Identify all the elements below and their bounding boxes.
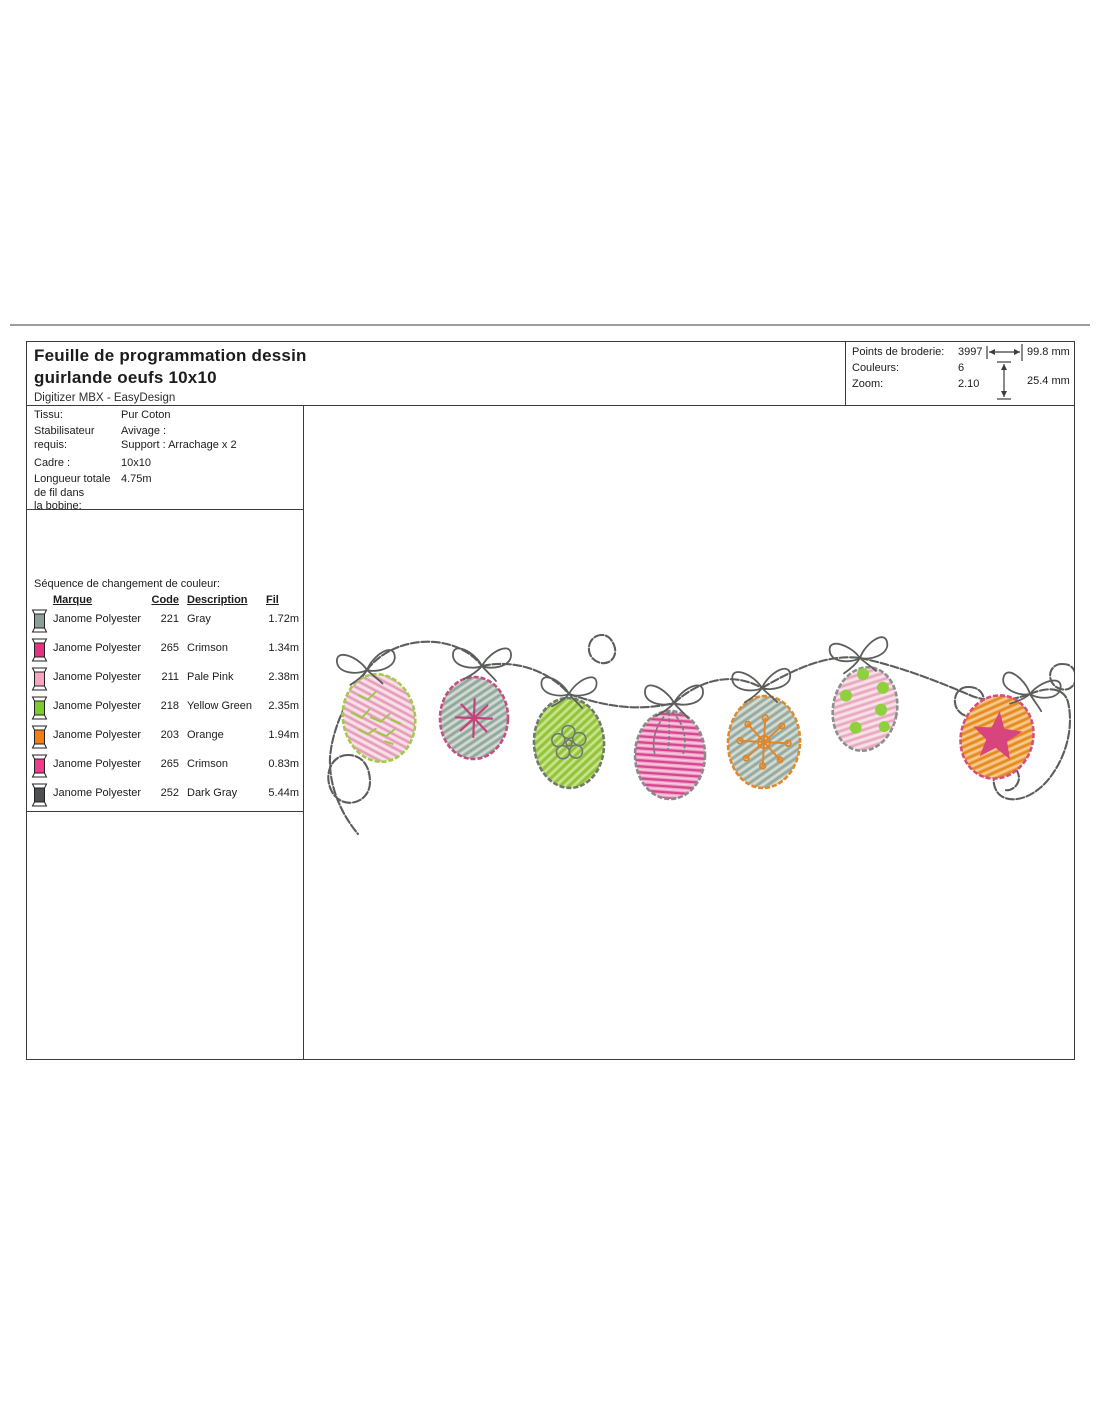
sequence-header-brand: Marque — [53, 594, 93, 606]
page-title: Feuille de programmation dessin — [34, 346, 307, 365]
design-name: guirlande oeufs 10x10 — [34, 368, 217, 387]
thread-description: Crimson — [187, 758, 228, 770]
dimension-width-value: 99.8 mm — [1027, 346, 1070, 358]
sequence-row: Janome Polyester 218 Yellow Green 2.35m — [27, 696, 303, 726]
egg-decoration-dots — [840, 668, 890, 734]
sequence-row: Janome Polyester 265 Crimson 0.83m — [27, 754, 303, 784]
thread-description: Orange — [187, 729, 224, 741]
sequence-row: Janome Polyester 203 Orange 1.94m — [27, 725, 303, 755]
thread-brand: Janome Polyester — [53, 700, 142, 712]
easter-egg-3 — [532, 696, 606, 790]
egg-decoration-flower — [551, 724, 587, 760]
thread-spool-icon — [31, 754, 48, 778]
info-label: Tissu: — [34, 409, 63, 421]
thread-brand: Janome Polyester — [53, 642, 142, 654]
info-label: Cadre : — [34, 457, 71, 469]
easter-egg-7 — [959, 694, 1035, 780]
thread-brand: Janome Polyester — [53, 758, 142, 770]
thread-spool-icon — [31, 609, 48, 633]
info-value: 4.75m — [121, 473, 152, 485]
thread-length: 0.83m — [268, 758, 299, 770]
title-block: Feuille de programmation dessin guirland… — [34, 345, 307, 404]
top-rule — [10, 324, 1090, 326]
stats-panel: Points de broderie: 3997 Couleurs: 6 Zoo… — [845, 342, 1074, 406]
thread-length: 1.72m — [268, 613, 299, 625]
easter-egg-1 — [341, 672, 417, 764]
sequence-row: Janome Polyester 265 Crimson 1.34m — [27, 638, 303, 668]
stat-points-value: 3997 — [958, 346, 983, 358]
info-value: Avivage : Support : Arrachage x 2 — [121, 425, 237, 451]
color-sequence-panel: Séquence de changement de couleur: Marqu… — [27, 574, 303, 812]
info-label: Longueur totale de fil dans la bobine: — [34, 473, 111, 512]
thread-code: 203 — [160, 729, 179, 741]
easter-egg-4 — [633, 709, 707, 801]
egg-body — [532, 696, 606, 790]
egg-decoration-bow-tails — [652, 711, 686, 756]
egg-decoration-star — [973, 711, 1023, 760]
thread-length: 1.94m — [268, 729, 299, 741]
thread-code: 265 — [160, 642, 179, 654]
easter-egg-2 — [438, 675, 510, 761]
sequence-row: Janome Polyester 252 Dark Gray 5.44m — [27, 783, 303, 813]
thread-spool-icon — [31, 638, 48, 662]
thread-description: Pale Pink — [187, 671, 234, 683]
thread-length: 5.44m — [268, 787, 299, 799]
sheet-header: Feuille de programmation dessin guirland… — [27, 342, 1074, 406]
thread-code: 221 — [160, 613, 179, 625]
info-label: Stabilisateur requis: — [34, 425, 95, 451]
string-main — [365, 633, 1032, 718]
thread-code: 265 — [160, 758, 179, 770]
software-name: Digitizer MBX - EasyDesign — [34, 392, 176, 404]
sequence-header-description: Description — [187, 594, 248, 606]
thread-description: Gray — [187, 613, 211, 625]
sequence-title: Séquence de changement de couleur: — [34, 578, 220, 590]
sequence-row: Janome Polyester 221 Gray 1.72m — [27, 609, 303, 639]
thread-brand: Janome Polyester — [53, 787, 142, 799]
stat-zoom-value: 2.10 — [958, 378, 980, 390]
thread-length: 2.38m — [268, 671, 299, 683]
thread-brand: Janome Polyester — [53, 729, 142, 741]
thread-spool-icon — [31, 696, 48, 720]
left-panel: Tissu: Pur Coton Stabilisateur requis: A… — [27, 406, 304, 1059]
sequence-row: Janome Polyester 211 Pale Pink 2.38m — [27, 667, 303, 697]
thread-spool-icon — [31, 783, 48, 807]
thread-spool-icon — [31, 725, 48, 749]
egg-body — [633, 709, 707, 801]
fabric-info-panel: Tissu: Pur Coton Stabilisateur requis: A… — [27, 406, 303, 512]
thread-code: 252 — [160, 787, 179, 799]
sequence-header-code: Code — [151, 594, 180, 606]
stat-colors-value: 6 — [958, 362, 965, 374]
egg-decoration-star — [454, 697, 494, 739]
stat-points-label: Points de broderie: — [852, 346, 945, 358]
egg-body — [341, 672, 417, 764]
sequence-header-fil: Fil — [266, 594, 279, 606]
thread-brand: Janome Polyester — [53, 671, 142, 683]
thread-code: 218 — [160, 700, 179, 712]
easter-egg-5 — [726, 694, 802, 790]
thread-description: Dark Gray — [187, 787, 238, 799]
egg-decoration-crackle — [350, 691, 402, 745]
thread-length: 2.35m — [268, 700, 299, 712]
thread-length: 1.34m — [268, 642, 299, 654]
stat-colors-label: Couleurs: — [852, 362, 900, 374]
egg-decoration-snowflake — [736, 714, 792, 770]
thread-description: Crimson — [187, 642, 228, 654]
easter-egg-6 — [831, 665, 899, 753]
thread-description: Yellow Green — [187, 700, 253, 712]
egg-garland-drawing — [327, 633, 1077, 836]
info-value: Pur Coton — [121, 409, 171, 421]
dimension-arrows-icon — [986, 344, 1023, 400]
info-value: 10x10 — [121, 457, 151, 469]
thread-brand: Janome Polyester — [53, 613, 142, 625]
thread-spool-icon — [31, 667, 48, 691]
dimension-height-value: 25.4 mm — [1027, 375, 1070, 387]
thread-code: 211 — [161, 671, 179, 683]
design-canvas — [304, 406, 1077, 1059]
design-sheet: Feuille de programmation dessin guirland… — [26, 341, 1077, 1060]
stat-zoom-label: Zoom: — [852, 378, 884, 390]
